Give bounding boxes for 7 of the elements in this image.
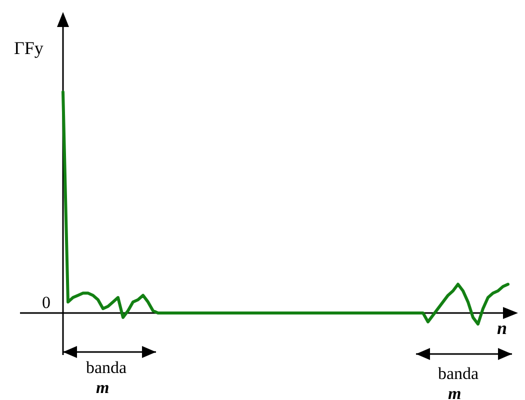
text: m	[96, 378, 110, 398]
text: banda	[438, 364, 479, 384]
text: banda	[86, 358, 127, 378]
text: 0	[42, 293, 50, 313]
y-axis-title: ΓFy	[14, 38, 44, 59]
text: m	[448, 384, 462, 400]
x-axis-title: n	[497, 318, 508, 339]
